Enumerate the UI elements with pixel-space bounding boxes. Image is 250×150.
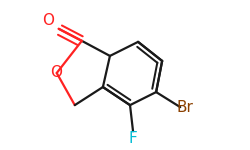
Text: Br: Br bbox=[177, 100, 194, 115]
Text: O: O bbox=[50, 66, 62, 81]
Text: F: F bbox=[129, 131, 138, 146]
Text: O: O bbox=[42, 13, 54, 28]
